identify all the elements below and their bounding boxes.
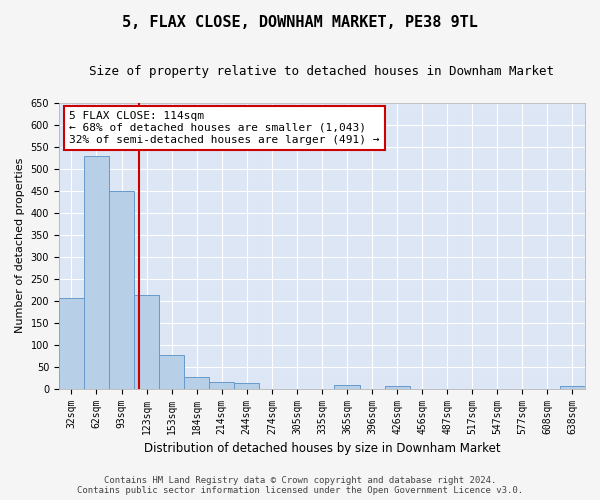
Bar bbox=[234, 384, 259, 388]
Bar bbox=[159, 356, 184, 388]
Bar bbox=[109, 191, 134, 388]
Text: 5, FLAX CLOSE, DOWNHAM MARKET, PE38 9TL: 5, FLAX CLOSE, DOWNHAM MARKET, PE38 9TL bbox=[122, 15, 478, 30]
X-axis label: Distribution of detached houses by size in Downham Market: Distribution of detached houses by size … bbox=[143, 442, 500, 455]
Bar bbox=[134, 295, 159, 388]
Text: 5 FLAX CLOSE: 114sqm
← 68% of detached houses are smaller (1,043)
32% of semi-de: 5 FLAX CLOSE: 114sqm ← 68% of detached h… bbox=[70, 112, 380, 144]
Bar bbox=[560, 386, 585, 388]
Title: Size of property relative to detached houses in Downham Market: Size of property relative to detached ho… bbox=[89, 65, 554, 78]
Bar bbox=[334, 385, 359, 388]
Bar bbox=[84, 156, 109, 388]
Bar bbox=[184, 378, 209, 388]
Bar bbox=[59, 298, 84, 388]
Text: Contains HM Land Registry data © Crown copyright and database right 2024.
Contai: Contains HM Land Registry data © Crown c… bbox=[77, 476, 523, 495]
Y-axis label: Number of detached properties: Number of detached properties bbox=[15, 158, 25, 334]
Bar bbox=[209, 382, 234, 388]
Bar bbox=[385, 386, 410, 388]
